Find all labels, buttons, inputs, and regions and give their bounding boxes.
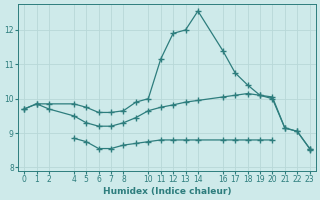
X-axis label: Humidex (Indice chaleur): Humidex (Indice chaleur) <box>103 187 231 196</box>
